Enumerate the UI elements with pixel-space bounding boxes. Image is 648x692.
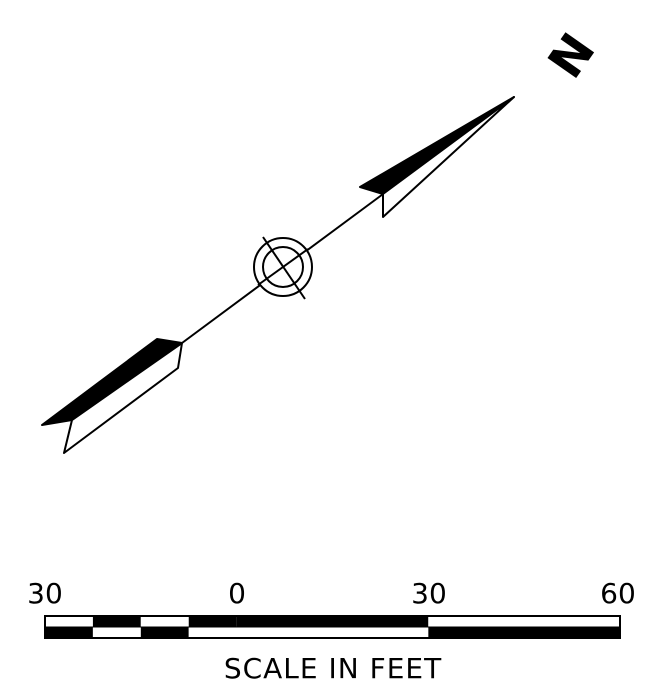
scale-bar-segments [45,616,620,638]
scale-segment-bottom-1 [92,627,141,638]
south-tail-icon [41,338,183,454]
scale-segment-top-3 [188,616,237,627]
scale-segment-bottom-3 [188,627,237,638]
north-arrowhead-outline [382,96,515,218]
scale-segment-top-0 [45,616,93,627]
scale-label-0: 0 [228,577,246,610]
scale-label-30-left: 30 [27,577,63,610]
north-arrowhead-icon [359,96,515,218]
north-letter: N [538,23,607,88]
scale-segment-bottom-2 [140,627,189,638]
scale-segment-top-5 [428,616,620,627]
scale-label-30-right: 30 [411,577,447,610]
scale-segment-top-1 [92,616,141,627]
north-arrowhead-fill [359,96,515,195]
south-tail-outline [63,342,183,454]
scale-segment-top-2 [140,616,189,627]
scale-segment-top-4 [236,616,429,627]
scale-units-caption: SCALE IN FEET [224,652,442,685]
scale-segment-bottom-0 [45,627,93,638]
center-cross-line-b [262,236,306,300]
scale-label-60: 60 [600,577,636,610]
scale-segment-bottom-5 [428,627,620,638]
circle-crosshair-icon [253,236,313,300]
north-arrow: N [41,23,607,454]
scale-segment-bottom-4 [236,627,429,638]
scale-bar: 30 0 30 60 SCALE IN FEET [27,577,636,685]
